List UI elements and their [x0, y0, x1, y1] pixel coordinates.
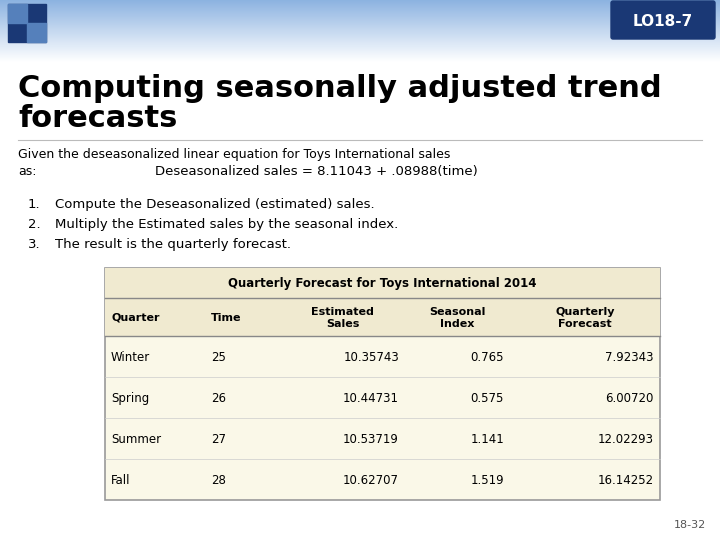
Text: 0.575: 0.575 — [471, 392, 504, 405]
Text: 1.519: 1.519 — [470, 474, 504, 487]
Text: 12.02293: 12.02293 — [598, 433, 654, 446]
Text: LO18-7: LO18-7 — [633, 14, 693, 29]
Text: 6.00720: 6.00720 — [606, 392, 654, 405]
Text: Multiply the Estimated sales by the seasonal index.: Multiply the Estimated sales by the seas… — [55, 218, 398, 231]
Text: Quarterly
Forecast: Quarterly Forecast — [555, 307, 615, 329]
Text: Compute the Deseasonalized (estimated) sales.: Compute the Deseasonalized (estimated) s… — [55, 198, 374, 211]
Text: Seasonal
Index: Seasonal Index — [429, 307, 486, 329]
Text: 18-32: 18-32 — [674, 520, 706, 530]
Text: 10.44731: 10.44731 — [343, 392, 399, 405]
Text: 0.765: 0.765 — [470, 351, 504, 364]
Text: 10.62707: 10.62707 — [343, 474, 399, 487]
Text: forecasts: forecasts — [18, 104, 177, 133]
Text: 27: 27 — [211, 433, 226, 446]
Text: 10.35743: 10.35743 — [343, 351, 399, 364]
Text: Summer: Summer — [111, 433, 161, 446]
Text: Winter: Winter — [111, 351, 150, 364]
Text: Deseasonalized sales = 8.11043 + .08988(time): Deseasonalized sales = 8.11043 + .08988(… — [155, 165, 478, 178]
Bar — [8, 4, 27, 23]
Text: Spring: Spring — [111, 392, 149, 405]
Text: 1.: 1. — [28, 198, 40, 211]
Bar — [105, 268, 660, 298]
Text: Given the deseasonalized linear equation for Toys International sales: Given the deseasonalized linear equation… — [18, 148, 451, 161]
Bar — [105, 268, 660, 500]
Text: Fall: Fall — [111, 474, 130, 487]
Text: Time: Time — [211, 313, 241, 323]
Text: Quarter: Quarter — [111, 313, 160, 323]
Text: 7.92343: 7.92343 — [606, 351, 654, 364]
Text: 1.141: 1.141 — [470, 433, 504, 446]
Text: 26: 26 — [211, 392, 226, 405]
Text: 3.: 3. — [28, 238, 40, 251]
Text: Quarterly Forecast for Toys International 2014: Quarterly Forecast for Toys Internationa… — [228, 278, 536, 291]
Text: 16.14252: 16.14252 — [598, 474, 654, 487]
Text: Estimated
Sales: Estimated Sales — [311, 307, 374, 329]
Bar — [105, 298, 660, 336]
Text: Computing seasonally adjusted trend: Computing seasonally adjusted trend — [18, 74, 662, 103]
Bar — [8, 4, 46, 42]
Text: as:: as: — [18, 165, 37, 178]
Text: 28: 28 — [211, 474, 226, 487]
Text: The result is the quarterly forecast.: The result is the quarterly forecast. — [55, 238, 291, 251]
Text: 10.53719: 10.53719 — [343, 433, 399, 446]
Text: 2.: 2. — [28, 218, 40, 231]
Text: 25: 25 — [211, 351, 226, 364]
Bar — [27, 23, 46, 42]
FancyBboxPatch shape — [611, 1, 715, 39]
